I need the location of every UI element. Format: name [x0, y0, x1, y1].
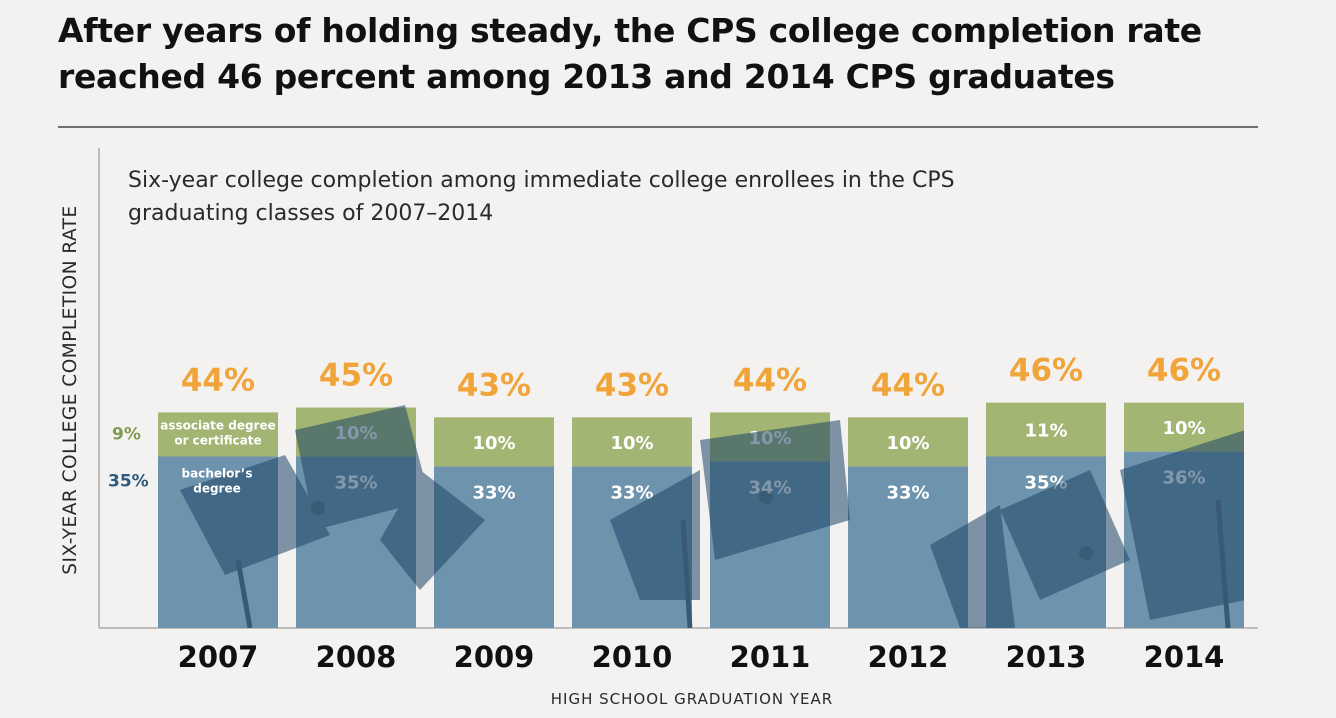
y-axis-label: SIX-YEAR COLLEGE COMPLETION RATE	[60, 205, 81, 574]
cap-tassel	[680, 519, 693, 628]
legend-associate-label: associate degree	[160, 418, 276, 432]
cap-shape	[610, 470, 700, 600]
cap-shape	[1120, 430, 1244, 620]
x-tick-2011: 2011	[730, 640, 811, 674]
associate-value-label-2010: 10%	[610, 433, 653, 454]
legend-bachelors-label: bachelor’s	[182, 467, 253, 481]
cap-shape	[930, 505, 1015, 628]
cap-button	[1079, 546, 1093, 560]
associate-value-label-2014: 10%	[1162, 418, 1205, 439]
legend-associate-label: or certificate	[174, 433, 261, 447]
bachelors-value-label-2007: 35%	[108, 472, 149, 492]
total-value-label-2008: 45%	[319, 358, 393, 394]
associate-value-label-2009: 10%	[472, 433, 515, 454]
total-value-label-2013: 46%	[1009, 353, 1083, 389]
bachelors-value-label-2009: 33%	[472, 482, 515, 503]
chart-subtitle-line-2: graduating classes of 2007–2014	[128, 201, 493, 226]
total-value-label-2014: 46%	[1147, 353, 1221, 389]
associate-value-label-2007: 9%	[112, 424, 141, 444]
x-tick-2007: 2007	[178, 640, 259, 674]
cap-shape	[380, 470, 485, 590]
page-title: After years of holding steady, the CPS c…	[58, 11, 1202, 96]
total-value-label-2007: 44%	[181, 362, 255, 398]
x-tick-2008: 2008	[316, 640, 397, 674]
bar-group-2009: 10% 33% 43% 2009	[434, 367, 554, 674]
x-tick-2009: 2009	[454, 640, 535, 674]
cap-tassel	[1215, 499, 1231, 628]
x-tick-2010: 2010	[592, 640, 673, 674]
cap-shape	[1000, 470, 1130, 600]
legend-bachelors-label: degree	[193, 482, 241, 496]
bar-associate-2013	[986, 402, 1106, 457]
chart-subtitle-line-1: Six-year college completion among immedi…	[128, 168, 955, 193]
graduation-cap-icon	[180, 405, 1244, 628]
bachelors-value-label-2010: 33%	[610, 482, 653, 503]
cap-button	[759, 490, 773, 504]
chart-subtitle: Six-year college completion among immedi…	[128, 168, 962, 226]
x-tick-2012: 2012	[868, 640, 949, 674]
x-tick-2014: 2014	[1144, 640, 1225, 674]
cap-tassel	[235, 559, 253, 628]
bars-layer: 44% 2007 10% 35% 45% 2008 10% 33% 43% 2009 10% 33% 4…	[108, 353, 1244, 674]
bar-associate-2007	[158, 412, 278, 457]
bar-associate-2010	[572, 417, 692, 467]
cap-button	[311, 501, 325, 515]
x-axis-label: HIGH SCHOOL GRADUATION YEAR	[551, 690, 833, 708]
associate-value-label-2012: 10%	[886, 433, 929, 454]
bar-associate-2012	[848, 417, 968, 467]
bar-group-2012: 10% 33% 44% 2012	[848, 367, 968, 674]
title-divider	[58, 126, 1258, 128]
total-value-label-2010: 43%	[595, 367, 669, 403]
cap-shape	[295, 405, 430, 530]
cap-shape	[180, 455, 330, 575]
x-tick-2013: 2013	[1006, 640, 1087, 674]
total-value-label-2011: 44%	[733, 362, 807, 398]
total-value-label-2012: 44%	[871, 367, 945, 403]
bar-associate-2009	[434, 417, 554, 467]
bachelors-value-label-2012: 33%	[886, 482, 929, 503]
total-value-label-2009: 43%	[457, 367, 531, 403]
associate-value-label-2013: 11%	[1024, 421, 1067, 442]
cap-shape	[700, 420, 850, 560]
